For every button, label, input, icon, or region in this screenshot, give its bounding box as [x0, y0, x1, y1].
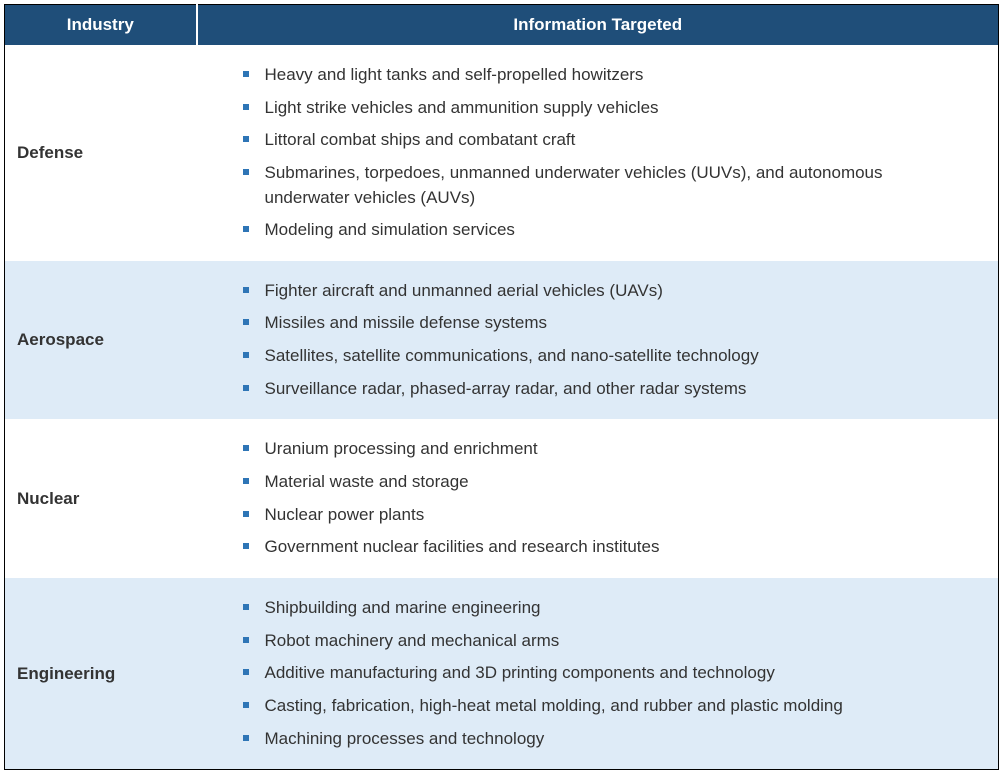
info-list: Uranium processing and enrichmentMateria… [197, 433, 989, 564]
list-item: Missiles and missile defense systems [247, 307, 969, 340]
info-cell: Uranium processing and enrichmentMateria… [197, 419, 999, 578]
list-item: Casting, fabrication, high-heat metal mo… [247, 690, 969, 723]
list-item: Heavy and light tanks and self-propelled… [247, 59, 969, 92]
industry-cell: Aerospace [5, 261, 197, 420]
list-item: Modeling and simulation services [247, 214, 969, 247]
list-item: Light strike vehicles and ammunition sup… [247, 92, 969, 125]
header-industry: Industry [5, 5, 197, 46]
table-row: NuclearUranium processing and enrichment… [5, 419, 999, 578]
table-row: Defense Heavy and light tanks and self-pr… [5, 45, 999, 261]
list-item: Machining processes and technology [247, 723, 969, 756]
table-row: Aerospace Fighter aircraft and unmanned a… [5, 261, 999, 420]
industry-cell: Nuclear [5, 419, 197, 578]
industry-cell: Engineering [5, 578, 197, 770]
industry-cell: Defense [5, 45, 197, 261]
header-information: Information Targeted [197, 5, 999, 46]
table-row: EngineeringShipbuilding and marine engin… [5, 578, 999, 770]
list-item: Government nuclear facilities and resear… [247, 531, 969, 564]
table-body: Defense Heavy and light tanks and self-pr… [5, 45, 999, 770]
list-item: Littoral combat ships and combatant craf… [247, 124, 969, 157]
info-cell: Heavy and light tanks and self-propelled… [197, 45, 999, 261]
industry-info-table: Industry Information Targeted Defense Hea… [4, 4, 999, 770]
list-item: Robot machinery and mechanical arms [247, 625, 969, 658]
list-item: Submarines, torpedoes, unmanned underwat… [247, 157, 969, 214]
table-header-row: Industry Information Targeted [5, 5, 999, 46]
list-item: Surveillance radar, phased-array radar, … [247, 373, 969, 406]
info-list: Fighter aircraft and unmanned aerial veh… [197, 275, 989, 406]
list-item: Nuclear power plants [247, 499, 969, 532]
list-item: Additive manufacturing and 3D printing c… [247, 657, 969, 690]
info-list: Shipbuilding and marine engineeringRobot… [197, 592, 989, 755]
list-item: Material waste and storage [247, 466, 969, 499]
info-cell: Shipbuilding and marine engineeringRobot… [197, 578, 999, 770]
info-cell: Fighter aircraft and unmanned aerial veh… [197, 261, 999, 420]
info-list: Heavy and light tanks and self-propelled… [197, 59, 989, 247]
list-item: Satellites, satellite communications, an… [247, 340, 969, 373]
list-item: Uranium processing and enrichment [247, 433, 969, 466]
list-item: Fighter aircraft and unmanned aerial veh… [247, 275, 969, 308]
list-item: Shipbuilding and marine engineering [247, 592, 969, 625]
